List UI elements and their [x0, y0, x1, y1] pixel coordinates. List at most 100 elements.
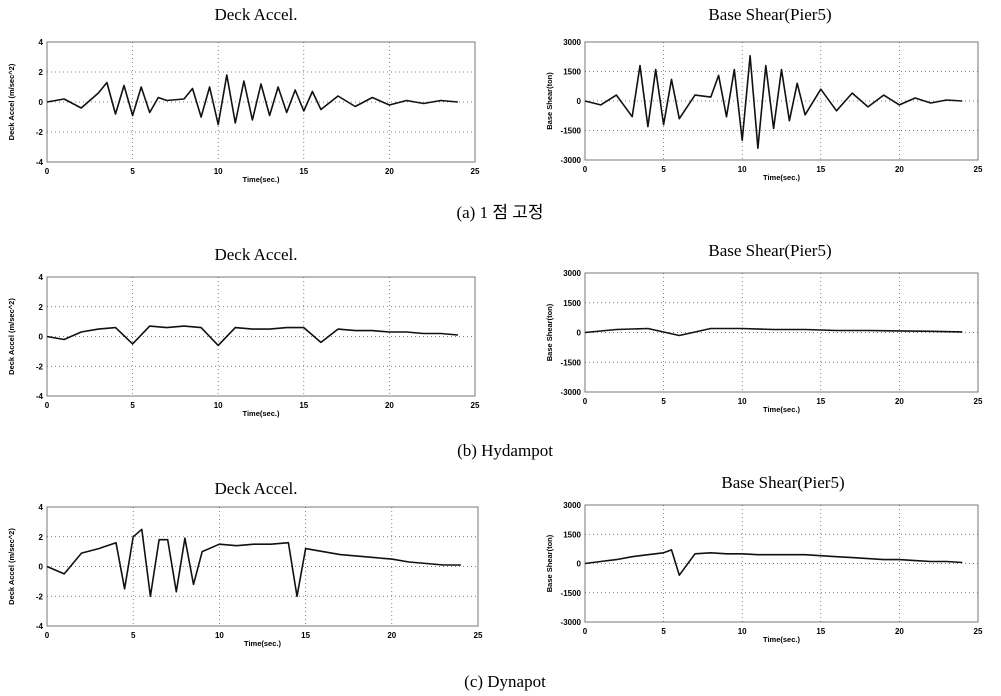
x-axis-label: Time(sec.)	[763, 173, 800, 182]
x-axis-label: Time(sec.)	[243, 409, 280, 418]
x-tick-label: 25	[471, 401, 480, 410]
x-tick-label: 5	[661, 397, 666, 406]
y-tick-label: 0	[39, 563, 44, 572]
x-tick-label: 20	[895, 165, 904, 174]
y-axis-label: Deck Accel (m/sec^2)	[7, 528, 16, 605]
x-tick-label: 5	[131, 631, 136, 640]
x-tick-label: 15	[816, 397, 825, 406]
y-tick-label: 3000	[563, 38, 581, 47]
y-tick-label: -3000	[561, 156, 582, 165]
y-tick-label: -2	[36, 592, 44, 601]
series-line	[584, 54, 963, 149]
y-tick-label: -4	[36, 392, 44, 401]
series-line	[46, 74, 458, 126]
x-tick-label: 20	[385, 167, 394, 176]
y-tick-label: 4	[39, 273, 44, 282]
y-tick-label: -2	[36, 362, 44, 371]
x-tick-label: 10	[738, 397, 747, 406]
x-tick-label: 15	[301, 631, 310, 640]
x-tick-label: 10	[215, 631, 224, 640]
y-tick-label: 1500	[563, 299, 581, 308]
x-tick-label: 10	[738, 165, 747, 174]
chart-title: Base Shear(Pier5)	[721, 473, 844, 492]
x-tick-label: 0	[45, 167, 50, 176]
y-tick-label: 0	[577, 97, 582, 106]
y-tick-label: -1500	[561, 127, 582, 136]
x-tick-label: 20	[895, 397, 904, 406]
x-axis-label: Time(sec.)	[763, 635, 800, 644]
x-tick-label: 0	[583, 397, 588, 406]
chart-title: Deck Accel.	[214, 245, 297, 264]
x-tick-label: 5	[661, 627, 666, 636]
y-axis-label: Deck Accel (m/sec^2)	[7, 63, 16, 140]
y-axis-label: Base Shear(ton)	[545, 303, 554, 361]
series-line	[584, 327, 963, 337]
chart-title: Deck Accel.	[214, 5, 297, 24]
x-axis-label: Time(sec.)	[244, 639, 281, 648]
y-tick-label: -1500	[561, 358, 582, 367]
x-tick-label: 5	[130, 167, 135, 176]
y-tick-label: 0	[39, 98, 44, 107]
x-tick-label: 15	[299, 401, 308, 410]
x-tick-label: 15	[816, 165, 825, 174]
x-tick-label: 0	[45, 631, 50, 640]
x-tick-label: 10	[214, 401, 223, 410]
x-tick-label: 25	[974, 397, 983, 406]
chart-title: Base Shear(Pier5)	[708, 241, 831, 260]
chart-c-deck-accel: Deck Accel. 0 5 10 15 20 25420-2-4Time(sec.)D…	[7, 479, 483, 648]
series-line	[584, 549, 963, 577]
y-tick-label: -4	[36, 158, 44, 167]
chart-c-base-shear: Base Shear(Pier5) 0 5 10 15 20 25 3000 1500 0 -15…	[545, 473, 983, 644]
chart-b-deck-accel: Deck Accel. 0 5 10 15 20 25420-2-4Time(sec.)D…	[7, 245, 480, 418]
x-tick-label: 20	[895, 627, 904, 636]
caption-b: (b) Hydampot	[457, 441, 553, 460]
y-tick-label: -4	[36, 622, 44, 631]
x-tick-label: 25	[974, 627, 983, 636]
series-line	[46, 325, 458, 347]
y-tick-label: -3000	[561, 388, 582, 397]
x-tick-label: 25	[471, 167, 480, 176]
y-tick-label: 0	[39, 333, 44, 342]
y-tick-label: 4	[39, 38, 44, 47]
x-axis-label: Time(sec.)	[763, 405, 800, 414]
x-tick-label: 15	[816, 627, 825, 636]
x-axis-label: Time(sec.)	[243, 175, 280, 184]
x-tick-label: 25	[474, 631, 483, 640]
chart-b-base-shear: Base Shear(Pier5) 0 5 10 15 20 25 3000 1500 0 -15…	[545, 241, 983, 414]
y-tick-label: 1500	[563, 530, 581, 539]
y-tick-label: -3000	[561, 618, 582, 627]
y-tick-label: 0	[577, 329, 582, 338]
x-tick-label: 0	[583, 165, 588, 174]
y-tick-label: 3000	[563, 269, 581, 278]
caption-c: (c) Dynapot	[464, 672, 546, 691]
y-axis-label: Base Shear(ton)	[545, 72, 554, 130]
chart-title: Deck Accel.	[214, 479, 297, 498]
chart-title: Base Shear(Pier5)	[708, 5, 831, 24]
y-tick-label: 0	[577, 560, 582, 569]
x-tick-label: 10	[738, 627, 747, 636]
x-tick-label: 20	[387, 631, 396, 640]
x-tick-label: 0	[583, 627, 588, 636]
y-tick-label: 2	[39, 533, 44, 542]
chart-a-deck-accel: Deck Accel. 0 5 10 15 20 25420-2-4Time(sec.)D…	[7, 5, 480, 184]
y-axis-label: Deck Accel (m/sec^2)	[7, 298, 16, 375]
y-tick-label: -2	[36, 128, 44, 137]
x-tick-label: 5	[661, 165, 666, 174]
x-tick-label: 20	[385, 401, 394, 410]
y-tick-label: 2	[39, 303, 44, 312]
chart-a-base-shear: Base Shear(Pier5) 0 5 10 15 20 25 3000 1500 0 -15…	[545, 5, 983, 182]
x-tick-label: 25	[974, 165, 983, 174]
caption-a: (a) 1 점 고정	[456, 203, 543, 222]
y-axis-label: Base Shear(ton)	[545, 534, 554, 592]
series-line	[46, 528, 461, 598]
x-tick-label: 10	[214, 167, 223, 176]
y-tick-label: 1500	[563, 68, 581, 77]
y-tick-label: 2	[39, 68, 44, 77]
y-tick-label: 4	[39, 503, 44, 512]
x-tick-label: 5	[130, 401, 135, 410]
y-tick-label: -1500	[561, 589, 582, 598]
x-tick-label: 0	[45, 401, 50, 410]
y-tick-label: 3000	[563, 501, 581, 510]
x-tick-label: 15	[299, 167, 308, 176]
